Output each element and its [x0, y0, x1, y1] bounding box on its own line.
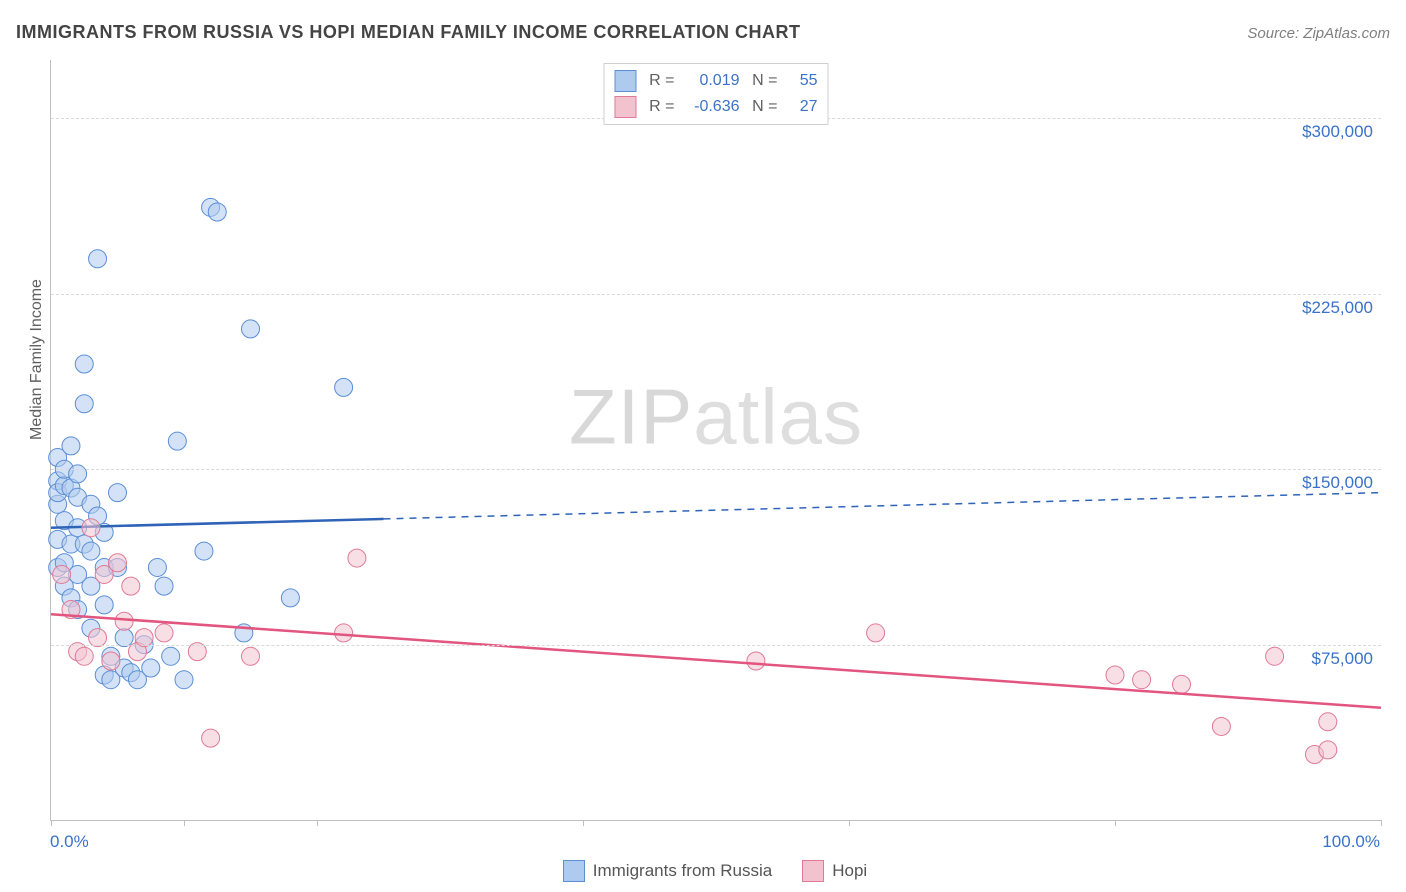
trend-line-extrapolated: [384, 493, 1382, 519]
data-point: [335, 378, 353, 396]
x-tick: [1381, 820, 1382, 826]
data-point: [242, 647, 260, 665]
swatch-blue-icon: [615, 70, 637, 92]
correlation-legend: R = 0.019 N = 55 R = -0.636 N = 27: [604, 63, 829, 125]
data-point: [109, 484, 127, 502]
y-axis-title: Median Family Income: [28, 279, 46, 440]
data-point: [75, 355, 93, 373]
r-value-1: 0.019: [685, 72, 740, 90]
y-tick-label: $150,000: [1302, 473, 1373, 493]
r-value-2: -0.636: [685, 98, 740, 116]
data-point: [747, 652, 765, 670]
data-point: [1106, 666, 1124, 684]
swatch-blue-icon: [563, 860, 585, 882]
data-point: [82, 519, 100, 537]
data-point: [69, 465, 87, 483]
x-tick: [184, 820, 185, 826]
y-tick-label: $75,000: [1312, 649, 1373, 669]
data-point: [1319, 713, 1337, 731]
x-tick: [1115, 820, 1116, 826]
data-point: [155, 624, 173, 642]
data-point: [155, 577, 173, 595]
data-point: [168, 432, 186, 450]
data-point: [1319, 741, 1337, 759]
data-point: [148, 558, 166, 576]
legend-row-series-2: R = -0.636 N = 27: [615, 94, 818, 120]
source-attribution: Source: ZipAtlas.com: [1247, 25, 1390, 42]
x-axis-max-label: 100.0%: [1322, 832, 1380, 852]
data-point: [53, 565, 71, 583]
x-tick: [317, 820, 318, 826]
data-point: [867, 624, 885, 642]
data-point: [142, 659, 160, 677]
data-point: [122, 577, 140, 595]
x-tick: [849, 820, 850, 826]
data-point: [348, 549, 366, 567]
data-point: [202, 729, 220, 747]
swatch-pink-icon: [802, 860, 824, 882]
legend-item-2: Hopi: [802, 860, 867, 882]
data-point: [162, 647, 180, 665]
data-point: [1173, 675, 1191, 693]
data-point: [281, 589, 299, 607]
chart-title: IMMIGRANTS FROM RUSSIA VS HOPI MEDIAN FA…: [16, 22, 801, 43]
data-point: [242, 320, 260, 338]
data-point: [109, 554, 127, 572]
data-point: [195, 542, 213, 560]
data-point: [62, 437, 80, 455]
gridline: [51, 294, 1381, 295]
data-point: [115, 612, 133, 630]
data-point: [82, 542, 100, 560]
swatch-pink-icon: [615, 96, 637, 118]
x-axis-min-label: 0.0%: [50, 832, 89, 852]
data-point: [95, 596, 113, 614]
x-tick: [583, 820, 584, 826]
y-tick-label: $300,000: [1302, 122, 1373, 142]
data-point: [75, 647, 93, 665]
legend-row-series-1: R = 0.019 N = 55: [615, 68, 818, 94]
data-point: [335, 624, 353, 642]
gridline: [51, 645, 1381, 646]
gridline: [51, 469, 1381, 470]
data-point: [102, 652, 120, 670]
data-point: [208, 203, 226, 221]
data-point: [1266, 647, 1284, 665]
n-value-2: 27: [788, 98, 818, 116]
scatter-svg: [51, 60, 1381, 820]
data-point: [175, 671, 193, 689]
series-legend: Immigrants from Russia Hopi: [50, 860, 1380, 882]
n-value-1: 55: [788, 72, 818, 90]
data-point: [1133, 671, 1151, 689]
x-tick: [51, 820, 52, 826]
data-point: [89, 250, 107, 268]
data-point: [1212, 717, 1230, 735]
data-point: [75, 395, 93, 413]
plot-area: ZIPatlas R = 0.019 N = 55 R = -0.636 N =…: [50, 60, 1381, 821]
y-tick-label: $225,000: [1302, 298, 1373, 318]
legend-item-1: Immigrants from Russia: [563, 860, 772, 882]
